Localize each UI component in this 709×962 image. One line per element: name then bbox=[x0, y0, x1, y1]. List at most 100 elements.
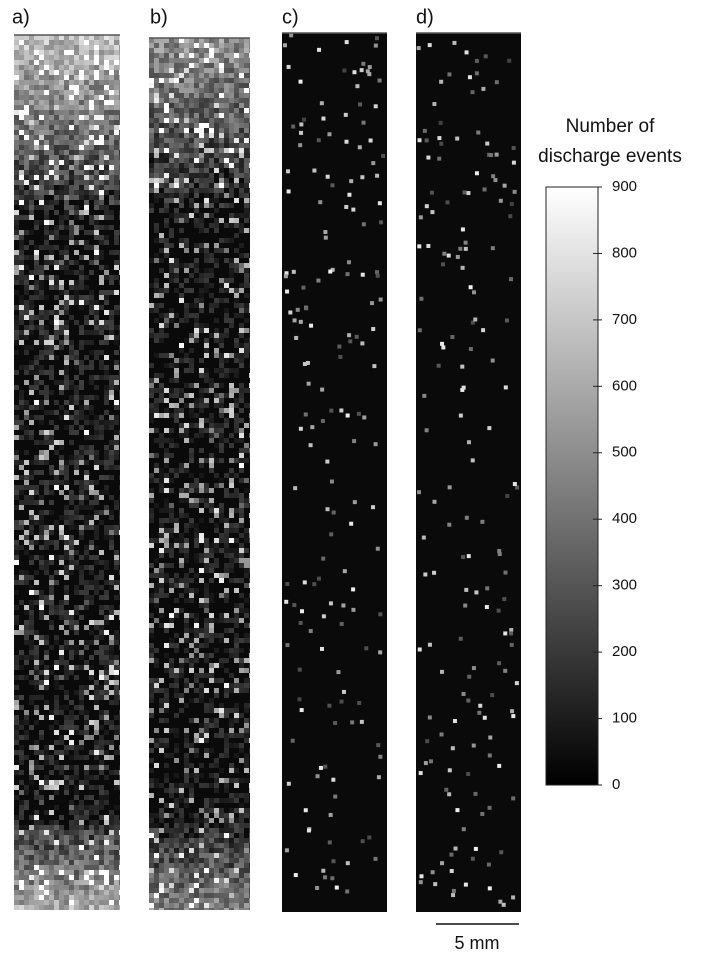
pixel bbox=[64, 310, 69, 315]
pixel bbox=[244, 478, 249, 483]
pixel bbox=[199, 643, 204, 648]
pixel bbox=[54, 345, 59, 350]
pixel bbox=[159, 153, 164, 158]
pixel bbox=[179, 423, 184, 428]
pixel bbox=[24, 635, 29, 640]
pixel bbox=[119, 210, 120, 215]
pixel bbox=[234, 418, 239, 423]
pixel bbox=[104, 100, 109, 105]
pixel bbox=[189, 848, 194, 853]
pixel bbox=[49, 670, 54, 675]
pixel bbox=[44, 45, 49, 50]
pixel bbox=[44, 330, 49, 335]
pixel bbox=[74, 840, 79, 845]
pixel bbox=[239, 383, 244, 388]
pixel bbox=[229, 118, 234, 123]
pixel bbox=[69, 195, 74, 200]
pixel bbox=[234, 473, 239, 478]
pixel bbox=[154, 868, 159, 873]
pixel bbox=[44, 65, 49, 70]
pixel bbox=[69, 565, 74, 570]
pixel bbox=[79, 70, 84, 75]
pixel bbox=[74, 510, 79, 515]
pixel bbox=[49, 90, 54, 95]
pixel bbox=[49, 885, 54, 890]
pixel bbox=[24, 475, 29, 480]
pixel bbox=[54, 695, 59, 700]
pixel bbox=[44, 715, 49, 720]
pixel bbox=[219, 428, 224, 433]
pixel bbox=[94, 310, 99, 315]
pixel bbox=[89, 160, 94, 165]
pixel bbox=[69, 380, 74, 385]
pixel bbox=[249, 903, 250, 908]
pixel bbox=[194, 268, 199, 273]
pixel bbox=[159, 78, 164, 83]
pixel bbox=[89, 695, 94, 700]
pixel bbox=[44, 410, 49, 415]
pixel bbox=[199, 883, 204, 888]
pixel bbox=[199, 123, 204, 128]
pixel bbox=[29, 815, 34, 820]
pixel bbox=[249, 728, 250, 733]
pixel bbox=[34, 370, 39, 375]
pixel bbox=[94, 185, 99, 190]
pixel bbox=[189, 773, 194, 778]
pixel bbox=[239, 878, 244, 883]
pixel bbox=[64, 415, 69, 420]
pixel bbox=[14, 415, 19, 420]
pixel bbox=[44, 870, 49, 875]
pixel bbox=[29, 560, 34, 565]
pixel bbox=[44, 390, 49, 395]
pixel bbox=[194, 898, 199, 903]
pixel bbox=[49, 335, 54, 340]
pixel bbox=[244, 278, 249, 283]
pixel bbox=[84, 815, 89, 820]
pixel bbox=[74, 770, 79, 775]
pixel bbox=[44, 205, 49, 210]
pixel bbox=[199, 163, 204, 168]
pixel bbox=[14, 550, 19, 555]
pixel bbox=[104, 95, 109, 100]
pixel bbox=[29, 40, 34, 45]
pixel bbox=[24, 430, 29, 435]
pixel bbox=[164, 893, 169, 898]
pixel bbox=[229, 53, 234, 58]
pixel bbox=[169, 233, 174, 238]
pixel bbox=[169, 63, 174, 68]
pixel bbox=[59, 490, 64, 495]
pixel bbox=[204, 388, 209, 393]
pixel bbox=[209, 333, 214, 338]
pixel bbox=[44, 880, 49, 885]
pixel bbox=[378, 755, 382, 759]
pixel bbox=[59, 135, 64, 140]
pixel bbox=[164, 398, 169, 403]
pixel bbox=[44, 240, 49, 245]
pixel bbox=[327, 132, 331, 136]
pixel bbox=[24, 735, 29, 740]
pixel bbox=[169, 868, 174, 873]
pixel bbox=[164, 98, 169, 103]
pixel bbox=[104, 340, 109, 345]
pixel bbox=[99, 295, 104, 300]
pixel bbox=[54, 885, 59, 890]
pixel bbox=[104, 150, 109, 155]
pixel bbox=[234, 123, 239, 128]
pixel bbox=[109, 325, 114, 330]
pixel bbox=[174, 688, 179, 693]
pixel bbox=[94, 825, 99, 830]
pixel bbox=[29, 830, 34, 835]
pixel bbox=[164, 538, 169, 543]
pixel bbox=[39, 270, 44, 275]
pixel bbox=[109, 530, 114, 535]
pixel bbox=[219, 893, 224, 898]
pixel bbox=[249, 518, 250, 523]
pixel bbox=[99, 40, 104, 45]
pixel bbox=[64, 215, 69, 220]
pixel bbox=[239, 903, 244, 908]
pixel bbox=[244, 138, 249, 143]
pixel bbox=[169, 548, 174, 553]
pixel bbox=[239, 388, 244, 393]
pixel bbox=[199, 278, 204, 283]
pixel bbox=[239, 873, 244, 878]
